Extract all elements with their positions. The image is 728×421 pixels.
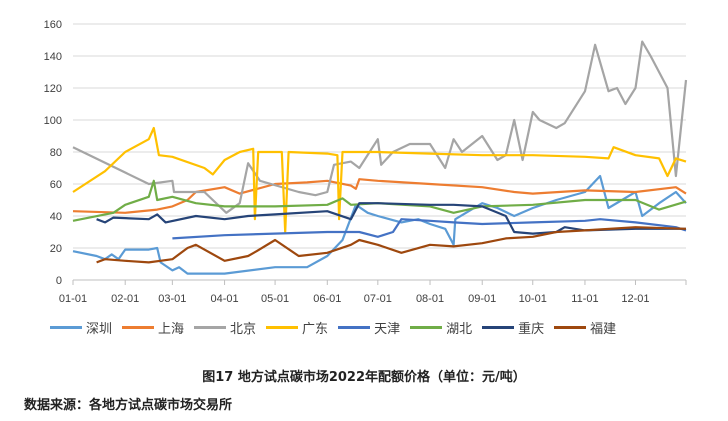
data-source: 数据来源：各地方试点碳市场交易所 bbox=[24, 398, 233, 413]
legend-item: 上海 bbox=[122, 318, 184, 337]
legend-swatch bbox=[554, 326, 587, 329]
series-line-6 bbox=[72, 179, 687, 222]
series-line-3 bbox=[72, 40, 688, 214]
legend-item: 湖北 bbox=[410, 318, 472, 337]
x-tick-label: 06-01 bbox=[313, 293, 341, 305]
x-tick-label: 12-01 bbox=[621, 293, 649, 305]
legend-label: 上海 bbox=[158, 322, 185, 337]
legend-swatch bbox=[50, 326, 82, 329]
legend-label: 福建 bbox=[590, 322, 617, 337]
legend-item: 深圳 bbox=[50, 318, 112, 337]
series-line-5 bbox=[172, 218, 687, 240]
legend-swatch bbox=[482, 326, 515, 329]
series-line-1 bbox=[72, 174, 687, 275]
legend-label: 北京 bbox=[230, 322, 257, 337]
legend-item: 广东 bbox=[266, 318, 328, 337]
series-line-8 bbox=[96, 226, 687, 264]
legend-swatch bbox=[338, 326, 371, 329]
y-tick-label: 0 bbox=[56, 275, 62, 287]
x-tick-label: 10-01 bbox=[519, 293, 547, 305]
legend-item: 重庆 bbox=[482, 318, 544, 337]
x-tick-label: 07-01 bbox=[364, 293, 392, 305]
legend-item: 北京 bbox=[194, 318, 256, 337]
x-tick-label: 09-01 bbox=[468, 293, 496, 305]
figure-caption: 图17 地方试点碳市场2022年配额价格（单位：元/吨） bbox=[202, 370, 526, 385]
x-tick-label: 04-01 bbox=[210, 293, 238, 305]
legend-swatch bbox=[122, 326, 155, 329]
legend-swatch bbox=[266, 326, 299, 329]
y-tick-label: 100 bbox=[44, 115, 62, 127]
y-tick-label: 80 bbox=[50, 147, 62, 159]
legend-label: 天津 bbox=[374, 322, 401, 337]
line-chart: 0 20 40 60 80 100 120 140 160 01-01 02-01 03-01 04-0… bbox=[44, 19, 688, 305]
y-tick-label: 120 bbox=[44, 83, 62, 95]
legend-label: 深圳 bbox=[86, 322, 113, 337]
legend-label: 湖北 bbox=[446, 322, 473, 337]
y-tick-label: 140 bbox=[44, 51, 62, 63]
series-line-4 bbox=[72, 126, 687, 234]
y-tick-label: 40 bbox=[50, 211, 62, 223]
x-tick-label: 02-01 bbox=[111, 293, 139, 305]
legend-swatch bbox=[194, 326, 227, 329]
legend-item: 天津 bbox=[338, 318, 400, 337]
x-tick-label: 11-01 bbox=[571, 293, 598, 305]
legend-label: 重庆 bbox=[518, 322, 545, 337]
y-tick-label: 60 bbox=[50, 179, 62, 191]
x-tick-label: 05-01 bbox=[261, 293, 289, 305]
y-tick-label: 20 bbox=[50, 243, 62, 255]
y-tick-label: 160 bbox=[44, 19, 62, 31]
x-tick-label: 01-01 bbox=[59, 293, 87, 305]
legend-swatch bbox=[410, 326, 443, 329]
series-line-2 bbox=[72, 178, 687, 214]
legend-item: 福建 bbox=[554, 318, 616, 337]
x-tick-label: 08-01 bbox=[416, 293, 444, 305]
legend-label: 广东 bbox=[302, 322, 329, 337]
x-tick-label: 03-01 bbox=[158, 293, 186, 305]
legend: 深圳 上海 北京 广东 天津 湖北 重庆 福建 bbox=[50, 318, 616, 337]
